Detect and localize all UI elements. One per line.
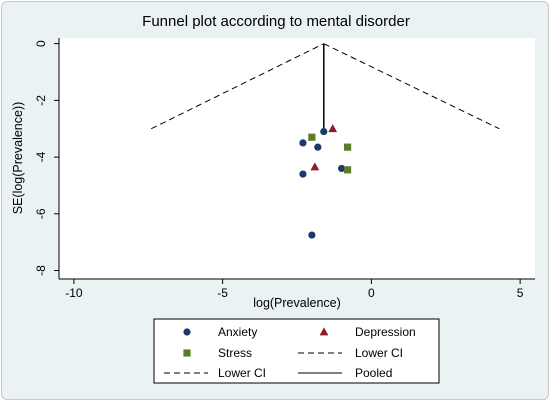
anxiety-point — [320, 127, 328, 136]
legend-anxiety-label: Anxiety — [218, 325, 257, 339]
y-tick-label: -8 — [34, 265, 48, 276]
anxiety-point — [314, 143, 322, 151]
stress-point — [308, 133, 316, 141]
x-tick-label: 5 — [517, 286, 524, 300]
legend-stress-label: Stress — [218, 346, 252, 360]
ci-line — [151, 43, 324, 130]
anxiety-point — [308, 231, 316, 239]
chart-title: Funnel plot according to mental disorder — [142, 13, 410, 30]
axis-ticks: -10 -5 0 5 0 -2 -4 -6 -8 — [34, 40, 524, 300]
y-tick-label: -6 — [34, 208, 48, 219]
depression-point — [328, 124, 338, 133]
legend: Anxiety Depression Stress Lower CI Lower CI P… — [164, 325, 416, 380]
funnel-lines — [151, 43, 500, 130]
x-axis-label: log(Prevalence) — [253, 296, 341, 310]
anxiety-point — [338, 164, 346, 173]
stress-point — [343, 166, 352, 174]
x-tick-label: -5 — [217, 286, 228, 300]
y-tick-label: -2 — [34, 95, 48, 106]
anxiety-point — [299, 170, 307, 178]
x-tick-label: 0 — [368, 286, 375, 300]
legend-depression-label: Depression — [355, 325, 416, 339]
legend-anxiety-swatch — [183, 328, 191, 336]
stress-point — [343, 143, 352, 151]
plot-area — [59, 38, 535, 279]
anxiety-point — [299, 139, 307, 147]
legend-depression-swatch — [319, 327, 329, 336]
legend-box — [153, 318, 440, 384]
legend-lower-ci-label: Lower CI — [218, 366, 266, 380]
legend-lower-ci-label: Lower CI — [355, 346, 403, 360]
x-tick-label: -10 — [65, 286, 83, 300]
legend-stress-swatch — [183, 349, 191, 357]
y-axis-label: SE(log(Prevalence)) — [11, 102, 25, 215]
y-tick-label: 0 — [34, 40, 48, 47]
y-tick-label: -4 — [34, 151, 48, 162]
legend-pooled-label: Pooled — [355, 366, 392, 380]
ci-line — [323, 43, 500, 130]
depression-point — [310, 162, 320, 171]
data-points — [299, 124, 352, 239]
